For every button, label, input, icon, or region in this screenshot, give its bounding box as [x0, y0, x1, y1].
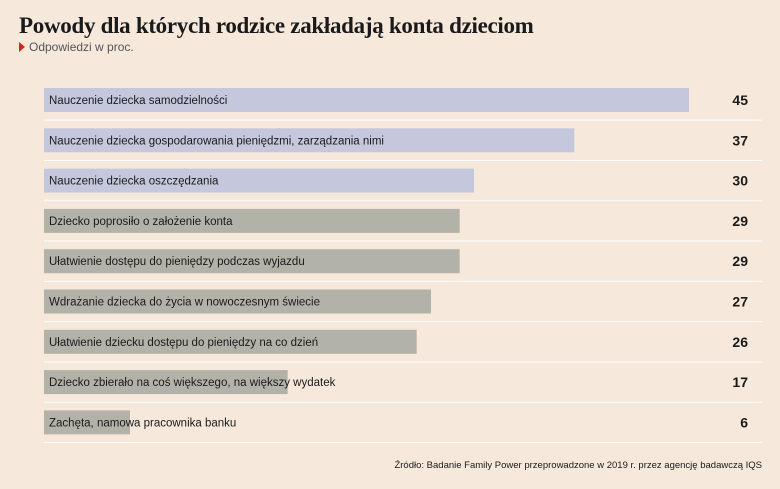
- chart-subtitle: Odpowiedzi w proc.: [29, 40, 134, 54]
- bar-value-label: 37: [732, 132, 748, 148]
- bar-value-label: 6: [740, 414, 748, 430]
- bar-category-label: Ułatwienie dostępu do pieniędzy podczas …: [49, 256, 305, 268]
- bar: [44, 370, 288, 395]
- bar-value-label: 27: [732, 294, 748, 310]
- bar-category-label: Zachęta, namowa pracownika banku: [49, 417, 236, 429]
- bar-value-label: 29: [732, 213, 748, 229]
- bar: [44, 208, 460, 233]
- bar-category-label: Dziecko poprosiło o założenie konta: [49, 216, 233, 228]
- bar-value-label: 29: [732, 253, 748, 269]
- subtitle-row: Odpowiedzi w proc.: [19, 40, 134, 54]
- bar-category-label: Ułatwienie dziecku dostępu do pieniędzy …: [49, 337, 318, 349]
- bar-value-label: 30: [732, 173, 748, 189]
- bar-category-label: Wdrażanie dziecka do życia w nowoczesnym…: [49, 297, 320, 309]
- bar-category-label: Dziecko zbierało na coś większego, na wi…: [49, 377, 336, 389]
- bar: [44, 88, 689, 112]
- triangle-marker-icon: [19, 42, 25, 52]
- bar-value-label: 17: [732, 374, 748, 390]
- bar: [44, 410, 130, 435]
- bar: [44, 249, 460, 274]
- bar: [44, 329, 417, 354]
- source-note: Źródło: Badanie Family Power przeprowadz…: [394, 460, 762, 471]
- bar: [44, 289, 431, 314]
- bar-category-label: Nauczenie dziecka oszczędzania: [49, 176, 219, 188]
- bar: [44, 168, 474, 193]
- bar-value-label: 45: [732, 92, 748, 108]
- bar-category-label: Nauczenie dziecka samodzielności: [49, 95, 227, 107]
- bar-value-label: 26: [732, 334, 748, 350]
- bar: [44, 128, 575, 153]
- chart-title: Powody dla których rodzice zakładają kon…: [19, 13, 534, 38]
- bar-category-label: Nauczenie dziecka gospodarowania pienięd…: [49, 135, 384, 147]
